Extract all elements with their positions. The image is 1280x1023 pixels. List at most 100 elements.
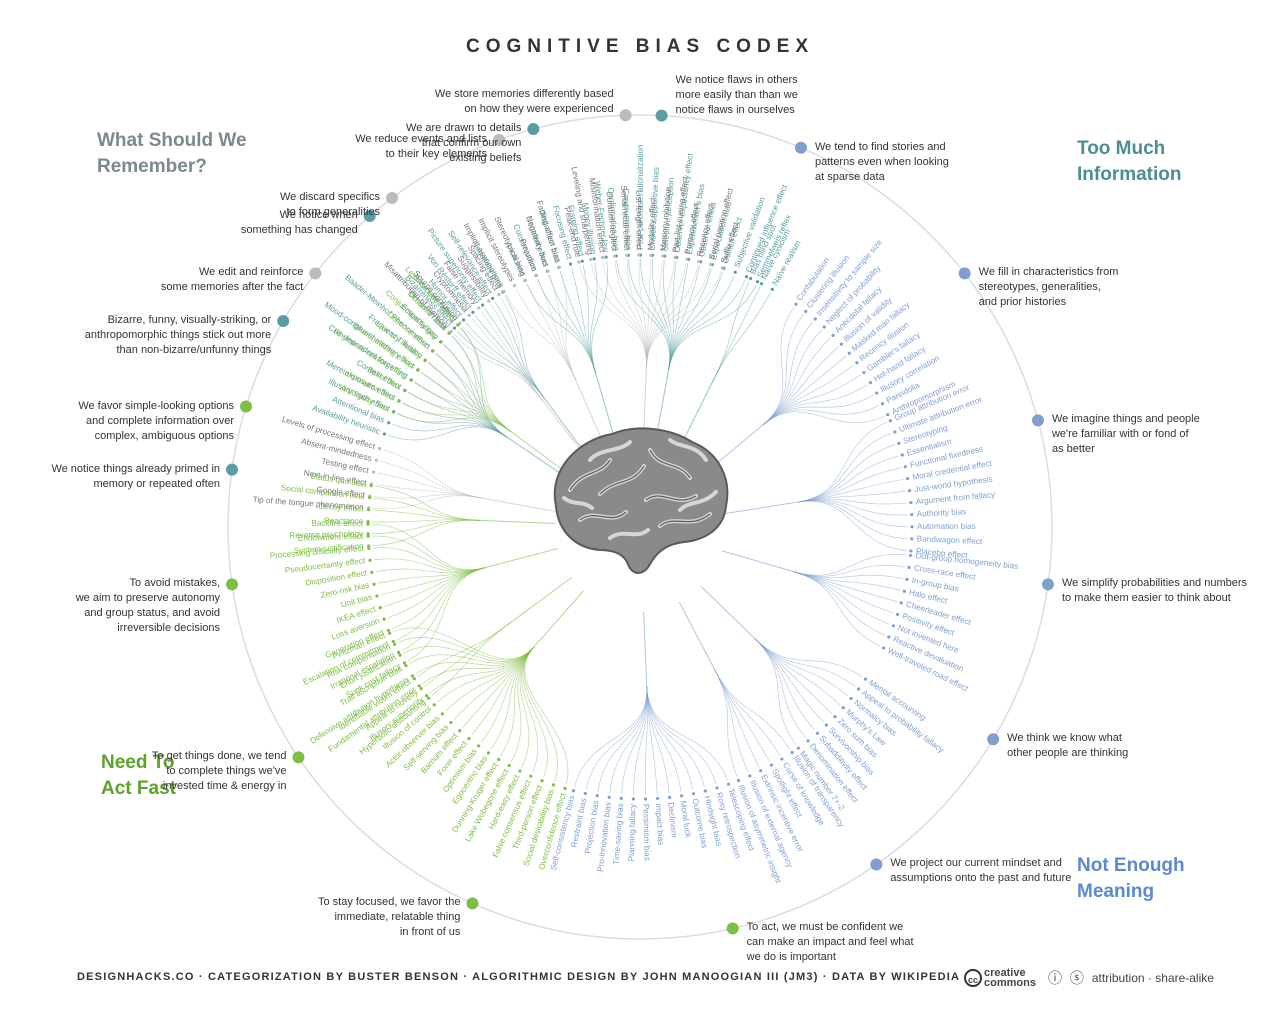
bias-branch: [797, 455, 899, 503]
bias-branch: [548, 274, 577, 381]
bias-dot: [847, 351, 851, 355]
bias-branch: [713, 668, 770, 762]
quadrant-title-line: Act Fast: [101, 778, 176, 799]
bias-dot: [841, 706, 845, 710]
bias-dot: [888, 419, 892, 423]
strategy-line: We tend to find stories and: [814, 140, 946, 153]
bias-dot: [502, 289, 506, 294]
bias-branch: [372, 519, 481, 523]
bias-branch: [392, 423, 508, 438]
bias-branch: [602, 261, 647, 368]
bias-dot: [557, 265, 561, 269]
branch-trunk: [533, 590, 585, 648]
bias-dot: [909, 500, 913, 505]
strategy-line: can make an impact and feel what: [746, 936, 914, 949]
bias-dot: [691, 792, 696, 796]
bias-branch: [754, 638, 856, 687]
strategy-text: We fill in characteristics from stereotyp…: [979, 265, 1119, 310]
bias-dot: [577, 260, 581, 264]
bias-dot: [377, 447, 382, 451]
bias-label: Impact bias: [654, 803, 666, 845]
bias-dot: [862, 370, 866, 375]
bias-branch: [372, 519, 481, 547]
bias-branch: [372, 535, 486, 571]
strategy-line: on how they were experienced: [464, 103, 614, 116]
bias-dot: [366, 520, 370, 524]
bias-dot: [427, 696, 431, 700]
bias-dot: [410, 674, 415, 678]
bias-dot: [790, 750, 794, 755]
bias-dot: [668, 795, 672, 799]
bias-dot: [770, 287, 774, 291]
bias-branch: [504, 295, 545, 399]
strategy-dot: [655, 109, 668, 122]
quadrant-title-meaning: Not Enough Meaning: [1077, 853, 1185, 905]
bias-dot: [855, 361, 859, 365]
bias-dot: [491, 296, 495, 300]
bias-dot: [887, 635, 891, 639]
bias-dot: [367, 544, 371, 548]
bias-dot: [402, 661, 407, 665]
bias-branch: [793, 554, 907, 576]
bias-branch: [402, 402, 512, 433]
bias-dot: [905, 577, 909, 581]
bias-branch: [490, 646, 535, 750]
bias-dot: [382, 617, 386, 621]
bias-dot: [366, 532, 370, 536]
strategy-line: something has changed: [240, 224, 358, 237]
bias-branch: [797, 433, 892, 503]
strategy-line: to make them easier to think about: [1061, 592, 1231, 605]
strategy-dot: [240, 400, 253, 413]
bias-branch: [797, 500, 907, 551]
strategy-dot: [726, 922, 739, 935]
bias-dot: [849, 696, 853, 701]
bias-branch: [646, 686, 658, 795]
bias-branch: [711, 292, 771, 385]
bias-branch: [793, 571, 904, 579]
bias-branch: [762, 411, 885, 426]
strategy-line: We notice things already primed in: [51, 462, 221, 475]
bias-dot: [487, 299, 491, 303]
bias-branch: [407, 392, 512, 433]
bias-dot: [440, 712, 444, 716]
strategy-dot: [226, 578, 239, 591]
bias-dot: [391, 410, 396, 414]
strategy-line: We think we know what: [1007, 732, 1122, 745]
bias-dot: [726, 782, 731, 786]
bias-dot: [655, 796, 660, 801]
bias-branch: [524, 646, 569, 785]
bias-branch: [420, 372, 512, 433]
bias-branch: [614, 260, 647, 368]
bias-dot: [432, 703, 436, 707]
branch-trunk: [700, 585, 756, 639]
bias-branch: [471, 318, 543, 401]
strategy-dot: [1031, 414, 1044, 427]
bias-branch: [668, 268, 712, 370]
bias-dot: [378, 606, 382, 610]
bias-label: Decoy effect: [318, 502, 365, 514]
strategy-text: We project our current mindset and assump…: [890, 856, 1071, 886]
bias-branch: [668, 285, 757, 370]
bias-dot: [794, 302, 798, 306]
bias-dot: [780, 757, 784, 761]
strategy-dot: [987, 733, 1000, 746]
strategy-text: We imagine things and people we're famili…: [1052, 412, 1200, 457]
bias-dot: [403, 388, 407, 393]
bias-dot: [749, 276, 753, 281]
strategy-line: To stay focused, we favor the: [317, 896, 461, 909]
strategy-line: we do is important: [746, 951, 836, 964]
strategy-text: We think we know what other people are th…: [1007, 731, 1128, 761]
bias-branch: [453, 333, 543, 401]
bias-branch: [762, 314, 804, 426]
bias-dot: [643, 797, 648, 801]
bias-dot: [447, 331, 451, 335]
strategy-line: existing beliefs: [449, 152, 522, 165]
bias-dot: [833, 715, 837, 719]
bias-branch: [500, 297, 543, 401]
bias-dot: [709, 262, 713, 266]
strategy-dot: [292, 751, 305, 764]
bias-dot: [903, 465, 907, 469]
bias-dot: [673, 255, 677, 259]
bias-branch: [372, 523, 486, 570]
strategy-line: memory or repeated often: [93, 477, 221, 490]
